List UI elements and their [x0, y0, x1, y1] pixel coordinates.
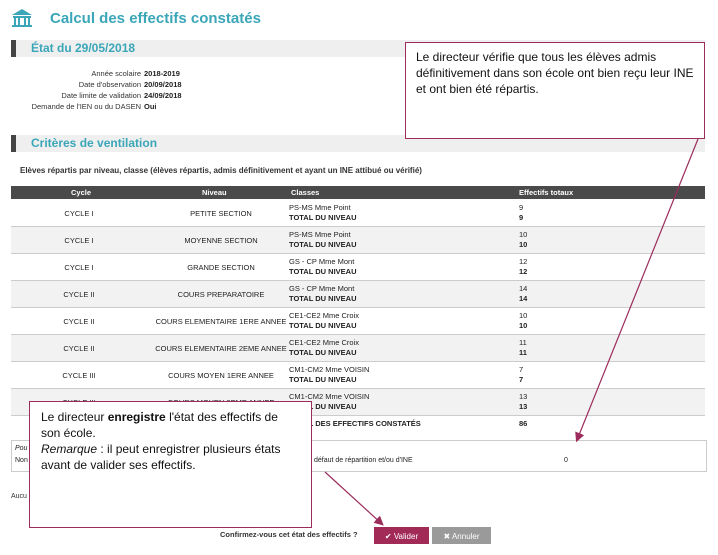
callout-enregistrement: Le directeur enregistre l'état des effec…: [29, 401, 312, 528]
ine-default-value: 0: [564, 457, 568, 464]
effectifs-table: CYCLE I PETITE SECTION PS-MS Mme Point T…: [11, 200, 705, 430]
validate-button[interactable]: ✔ Valider: [374, 527, 429, 544]
grand-total-value: 86: [519, 419, 528, 428]
criteres-title: Critères de ventilation: [31, 136, 158, 150]
grand-total-row: TOTAL DES EFFECTIFS CONSTATÉS 86: [11, 416, 705, 430]
criteres-section-header: Critères de ventilation: [11, 135, 705, 152]
table-row: CYCLE I GRANDE SECTION GS - CP Mme Mont …: [11, 254, 705, 281]
criteres-subheading: Elèves répartis par niveau, classe (élèv…: [20, 166, 422, 175]
close-icon: ✖: [443, 532, 451, 541]
page-header: Calcul des effectifs constatés: [0, 0, 718, 34]
cancel-button[interactable]: ✖ Annuler: [432, 527, 491, 544]
table-header: Cycle Niveau Classes Effectifs totaux: [11, 186, 705, 199]
panel-fragment: Pou: [15, 445, 28, 452]
etat-title: État du 29/05/2018: [31, 41, 136, 55]
panel-fragment: Non: [15, 457, 28, 464]
school-building-icon: [12, 9, 32, 27]
remark-label: Remarque: [41, 442, 98, 456]
check-icon: ✔: [384, 532, 392, 541]
callout-verification-text: Le directeur vérifie que tous les élèves…: [416, 50, 694, 96]
confirm-question: Confirmez-vous cet état des effectifs ?: [220, 530, 358, 539]
table-row: CYCLE I MOYENNE SECTION PS-MS Mme Point …: [11, 227, 705, 254]
arrow-to-validate: [324, 471, 384, 526]
table-row: CYCLE III COURS MOYEN 1ERE ANNEE CM1-CM2…: [11, 362, 705, 389]
table-row: CYCLE II COURS PREPARATOIRE GS - CP Mme …: [11, 281, 705, 308]
validate-label: Valider: [393, 532, 419, 541]
table-row: CYCLE II COURS ELEMENTAIRE 2EME ANNEE CE…: [11, 335, 705, 362]
grand-total-label: TOTAL DES EFFECTIFS CONSTATÉS: [289, 419, 421, 428]
table-row: CYCLE I PETITE SECTION PS-MS Mme Point T…: [11, 200, 705, 227]
ine-status-panel: Pou Non défaut de répartition et/ou d'IN…: [11, 440, 707, 472]
col-cycle: Cycle: [71, 188, 92, 197]
col-niveau: Niveau: [202, 188, 227, 197]
panel-fragment: Aucu: [11, 493, 27, 500]
col-classes: Classes: [291, 188, 320, 197]
ine-default-label: défaut de répartition et/ou d'INE: [314, 457, 413, 464]
callout-verification: Le directeur vérifie que tous les élèves…: [405, 42, 705, 139]
page-title: Calcul des effectifs constatés: [50, 10, 261, 27]
cancel-label: Annuler: [451, 532, 480, 541]
col-effectifs: Effectifs totaux: [519, 188, 574, 197]
table-row: CYCLE II COURS ELEMENTAIRE 1ERE ANNEE CE…: [11, 308, 705, 335]
